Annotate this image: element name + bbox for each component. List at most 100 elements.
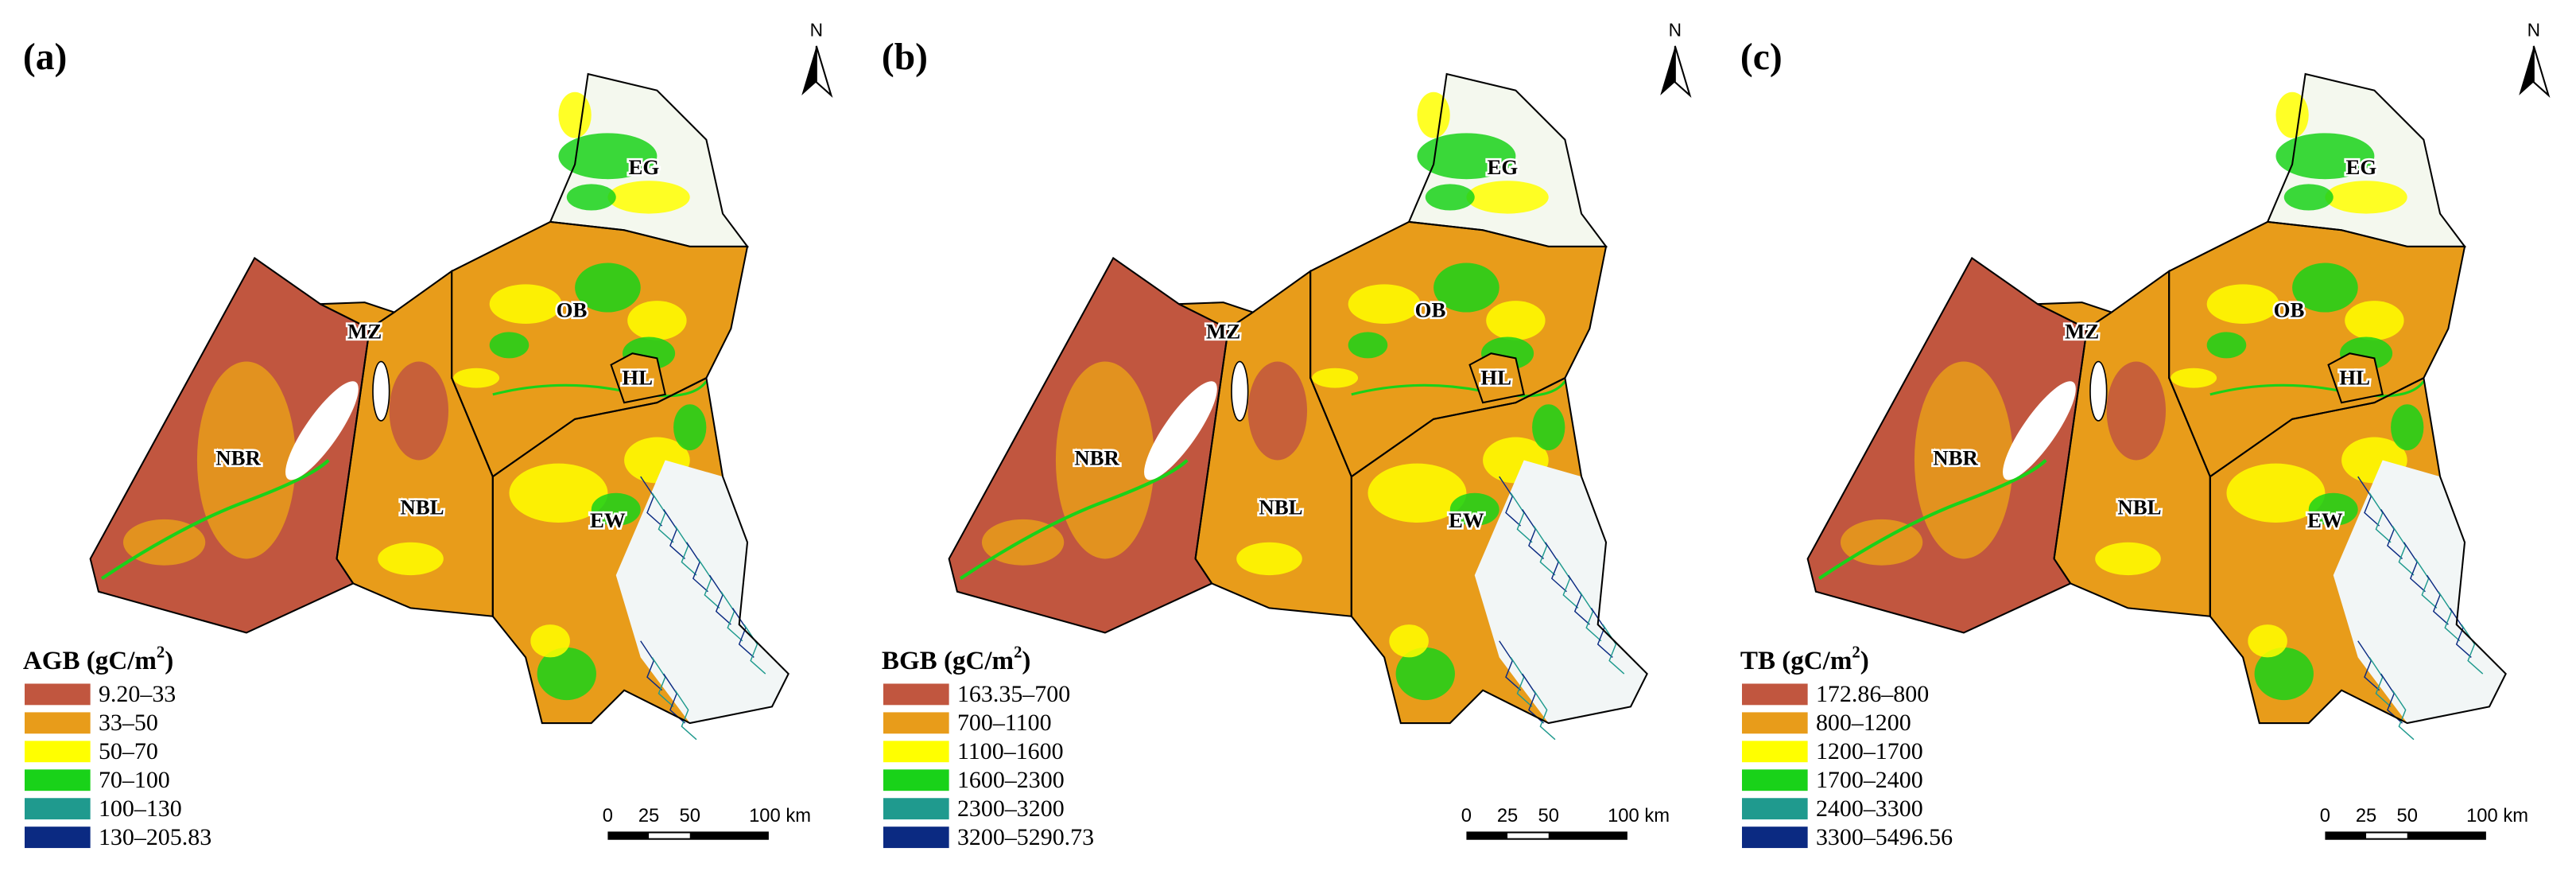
cover-patch <box>2206 332 2247 359</box>
north-label: N <box>810 19 823 40</box>
stream <box>2426 574 2449 625</box>
scale-label: 0 <box>603 805 613 826</box>
stream <box>651 492 674 543</box>
stream <box>2380 509 2403 559</box>
stream <box>2392 690 2415 741</box>
north-arrow <box>801 45 817 95</box>
scale-label: 50 <box>2397 805 2418 826</box>
cover-patch <box>537 648 596 701</box>
stream <box>1499 640 1522 691</box>
map-panel: EG OB MZ HL NBR NBL EW (b) N BGB (gC/m2) 163.35–70… <box>882 19 1692 850</box>
region-label: NBR <box>1933 446 1978 470</box>
north-arrow <box>815 45 833 99</box>
map <box>89 72 789 741</box>
stream <box>708 574 731 625</box>
stream <box>2392 525 2415 576</box>
boundary <box>1350 376 1648 725</box>
stream <box>674 690 697 741</box>
stream <box>685 542 708 593</box>
stream <box>2403 542 2426 593</box>
cover-patch <box>2275 91 2309 138</box>
river <box>1818 458 2047 580</box>
stream <box>1522 509 1545 559</box>
legend-title-sup: 2 <box>1014 644 1022 661</box>
lake <box>1231 360 1249 422</box>
legend-label: 2400–3300 <box>1816 795 1923 822</box>
cover-patch <box>489 332 530 359</box>
scale-bar-segment <box>2366 833 2407 838</box>
legend-title-text: TB (gC/m <box>1740 647 1852 675</box>
stream <box>2415 558 2438 609</box>
cover-patch <box>2095 542 2161 576</box>
cover-patch <box>1914 361 2013 559</box>
legend-label: 1100–1600 <box>957 738 1064 764</box>
cover-patch <box>2283 184 2334 211</box>
cover-patch <box>566 184 616 211</box>
cover-patch <box>489 284 562 325</box>
region-mz <box>320 301 397 330</box>
legend-label: 172.86–800 <box>1816 681 1929 707</box>
panel-label: (c) <box>1740 37 1783 78</box>
stream <box>1567 574 1590 625</box>
legend-swatch <box>24 769 91 791</box>
cover-patch <box>530 624 570 658</box>
stream <box>1579 591 1602 642</box>
legend-swatch <box>1741 826 1808 849</box>
region-label: HL <box>2339 365 2370 389</box>
legend-swatch <box>24 826 91 849</box>
stream <box>1533 690 1556 741</box>
cover-patch <box>389 361 449 461</box>
boundary <box>2209 376 2507 725</box>
cover-patch <box>2206 284 2279 325</box>
region-label: EW <box>590 508 626 532</box>
cover-patch <box>509 463 608 523</box>
stream <box>663 509 686 559</box>
stream <box>743 624 766 675</box>
scale-label: 50 <box>1538 805 1559 826</box>
boundary <box>491 376 789 725</box>
north-arrow <box>2532 45 2551 99</box>
region-label: NBR <box>215 446 261 470</box>
cover-patch <box>1417 91 1450 138</box>
region-label: EG <box>1487 155 1518 179</box>
legend-swatch <box>24 712 91 734</box>
cover-patch <box>2292 263 2358 313</box>
cover-patch <box>1348 332 1388 359</box>
cover-patch <box>558 133 658 180</box>
region-label: NBL <box>2117 496 2161 519</box>
scale-bar-segment <box>649 833 690 838</box>
cover-patch <box>673 404 707 451</box>
legend-title-end: ) <box>1022 647 1030 675</box>
cover-patch <box>575 263 641 313</box>
scale-label: 100 km <box>749 805 811 826</box>
legend-label: 700–1100 <box>957 710 1052 736</box>
north-label: N <box>1669 19 1682 40</box>
map-panel: EG OB MZ HL NBR NBL EW (a) N AGB (gC/m2) 9.20–33 33… <box>23 19 833 850</box>
panel-label: (a) <box>23 37 67 78</box>
region-label: NBR <box>1074 446 1119 470</box>
stream <box>674 525 697 576</box>
stream <box>1510 492 1533 543</box>
region-label: HL <box>1480 365 1511 389</box>
legend-label: 1200–1700 <box>1816 738 1923 764</box>
region-mz <box>2037 301 2114 330</box>
stream <box>1510 656 1533 707</box>
region-label: NBL <box>1259 496 1302 519</box>
legend-label: 70–100 <box>99 767 170 793</box>
legend-swatch <box>883 769 949 791</box>
lake <box>2003 381 2076 480</box>
panel-label: (b) <box>882 37 928 78</box>
cover-patch <box>1425 184 1475 211</box>
map <box>948 72 1648 741</box>
lake <box>1144 381 1217 480</box>
legend-swatch <box>883 683 949 706</box>
legend-swatch <box>24 798 91 820</box>
stream <box>640 476 663 527</box>
cover-patch <box>196 361 296 559</box>
legend-label: 1600–2300 <box>957 767 1065 793</box>
cover-patch <box>453 368 500 388</box>
north-arrow <box>1674 45 1692 99</box>
legend-title-end: ) <box>165 647 173 675</box>
cover-patch <box>1055 361 1154 559</box>
